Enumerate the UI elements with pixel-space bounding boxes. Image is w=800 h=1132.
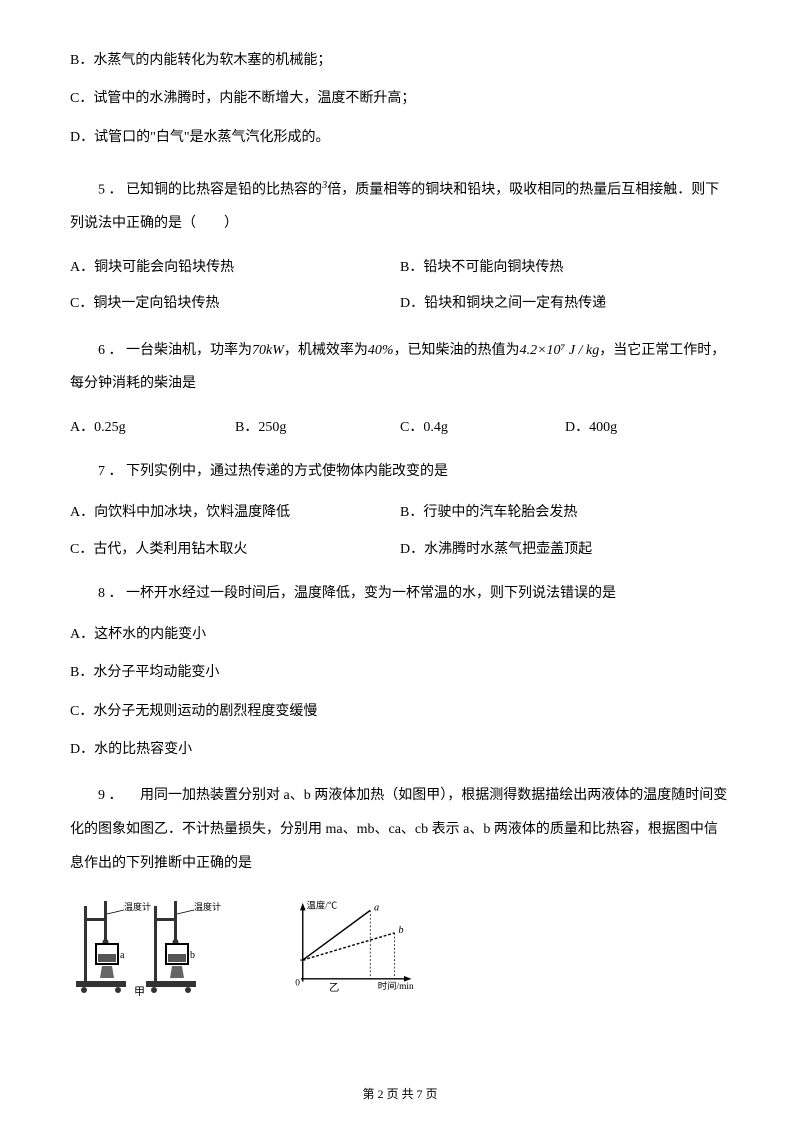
q6-options-row: A．0.25g B．250g C．0.4g D．400g (70, 417, 730, 439)
q5-options-row1: A．铜块可能会向铅块传热 B．铅块不可能向铜块传热 (70, 257, 730, 279)
apparatus-label-left: 温度计 (124, 901, 151, 912)
q7-options-row2: C．古代，人类利用钻木取火 D．水沸腾时水蒸气把壶盖顶起 (70, 539, 730, 561)
graph-caption: 乙 (329, 982, 339, 994)
q6-stem-2: ，机械效率为 (284, 343, 368, 358)
q8-option-b: B．水分子平均动能变小 (70, 662, 730, 684)
graph-xlabel: 时间/min (378, 980, 414, 992)
q6: 6 ． 一台柴油机，功率为70kW，机械效率为40%，已知柴油的热值为4.2×1… (70, 334, 730, 440)
q7: 7 ． 下列实例中，通过热传递的方式使物体内能改变的是 A．向饮料中加冰块，饮料… (70, 457, 730, 561)
q9-figures: a 温度计 b (70, 896, 730, 996)
q5-options-row2: C．铜块一定向铅块传热 D．铅块和铜块之间一定有热传递 (70, 293, 730, 315)
q6-heat-value: 4.2×10⁷ J / kg (520, 343, 600, 358)
q6-option-c: C．0.4g (400, 417, 565, 439)
figure-apparatus: a 温度计 b (74, 896, 224, 996)
apparatus-svg: a 温度计 b (74, 896, 224, 996)
svg-text:a: a (120, 950, 125, 961)
q7-option-d: D．水沸腾时水蒸气把壶盖顶起 (400, 539, 730, 561)
q6-stem-3: ，已知柴油的热值为 (394, 343, 520, 358)
q5-option-d: D．铅块和铜块之间一定有热传递 (400, 293, 730, 315)
graph-line-b-label: b (398, 925, 403, 936)
q6-power: 70kW (252, 343, 284, 358)
q4-option-b: B．水蒸气的内能转化为软木塞的机械能； (70, 50, 730, 72)
figure-graph: 温度/℃ 时间/min 0 a b 乙 (284, 896, 434, 996)
q8-option-d: D．水的比热容变小 (70, 739, 730, 761)
q5-stem-before: 5 ． 已知铜的比热容是铅的比热容的 (98, 183, 322, 198)
q9-stem: 9 ． 用同一加热装置分别对 a、b 两液体加热（如图甲），根据测得数据描绘出两… (70, 779, 730, 880)
q4-option-c: C．试管中的水沸腾时，内能不断增大，温度不断升高； (70, 88, 730, 110)
graph-svg: 温度/℃ 时间/min 0 a b 乙 (284, 896, 434, 996)
q6-eff: 40% (368, 343, 394, 358)
q6-stem-1: 6 ． 一台柴油机，功率为 (98, 343, 252, 358)
graph-origin: 0 (295, 978, 300, 988)
q4-option-d: D．试管口的"白气"是水蒸气汽化形成的。 (70, 127, 730, 149)
q6-option-b: B．250g (235, 417, 400, 439)
svg-text:b: b (190, 950, 195, 961)
q5-option-b: B．铅块不可能向铜块传热 (400, 257, 730, 279)
q7-option-a: A．向饮料中加冰块，饮料温度降低 (70, 502, 400, 524)
page-footer: 第 2 页 共 7 页 (0, 1085, 800, 1104)
q7-option-c: C．古代，人类利用钻木取火 (70, 539, 400, 561)
q9: 9 ． 用同一加热装置分别对 a、b 两液体加热（如图甲），根据测得数据描绘出两… (70, 779, 730, 996)
q7-stem: 7 ． 下列实例中，通过热传递的方式使物体内能改变的是 (70, 457, 730, 488)
q6-option-d: D．400g (565, 417, 730, 439)
q5-stem: 5 ． 已知铜的比热容是铅的比热容的3倍，质量相等的铜块和铅块，吸收相同的热量后… (70, 173, 730, 241)
q5-option-a: A．铜块可能会向铅块传热 (70, 257, 400, 279)
q6-option-a: A．0.25g (70, 417, 235, 439)
apparatus-caption: 甲 (134, 986, 145, 996)
q7-option-b: B．行驶中的汽车轮胎会发热 (400, 502, 730, 524)
graph-line-a-label: a (374, 902, 379, 913)
q5: 5 ． 已知铜的比热容是铅的比热容的3倍，质量相等的铜块和铅块，吸收相同的热量后… (70, 173, 730, 316)
q6-stem: 6 ． 一台柴油机，功率为70kW，机械效率为40%，已知柴油的热值为4.2×1… (70, 334, 730, 401)
graph-ylabel: 温度/℃ (307, 900, 338, 912)
q8-option-c: C．水分子无规则运动的剧烈程度变缓慢 (70, 701, 730, 723)
q8: 8 ． 一杯开水经过一段时间后，温度降低，变为一杯常温的水，则下列说法错误的是 … (70, 579, 730, 761)
q8-stem: 8 ． 一杯开水经过一段时间后，温度降低，变为一杯常温的水，则下列说法错误的是 (70, 579, 730, 610)
apparatus-label-right: 温度计 (194, 901, 221, 912)
q5-option-c: C．铜块一定向铅块传热 (70, 293, 400, 315)
q8-option-a: A．这杯水的内能变小 (70, 624, 730, 646)
q7-options-row1: A．向饮料中加冰块，饮料温度降低 B．行驶中的汽车轮胎会发热 (70, 502, 730, 524)
